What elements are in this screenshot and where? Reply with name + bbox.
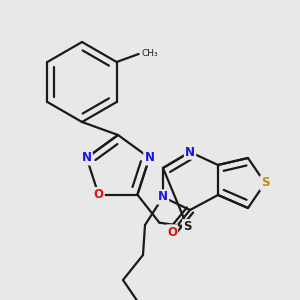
Text: S: S xyxy=(261,176,269,190)
Text: O: O xyxy=(167,226,177,238)
Text: N: N xyxy=(144,151,154,164)
Text: N: N xyxy=(82,151,92,164)
Text: N: N xyxy=(185,146,195,158)
Text: CH₃: CH₃ xyxy=(142,49,158,58)
Text: O: O xyxy=(94,188,103,201)
Text: N: N xyxy=(158,190,168,203)
Text: S: S xyxy=(183,220,192,233)
